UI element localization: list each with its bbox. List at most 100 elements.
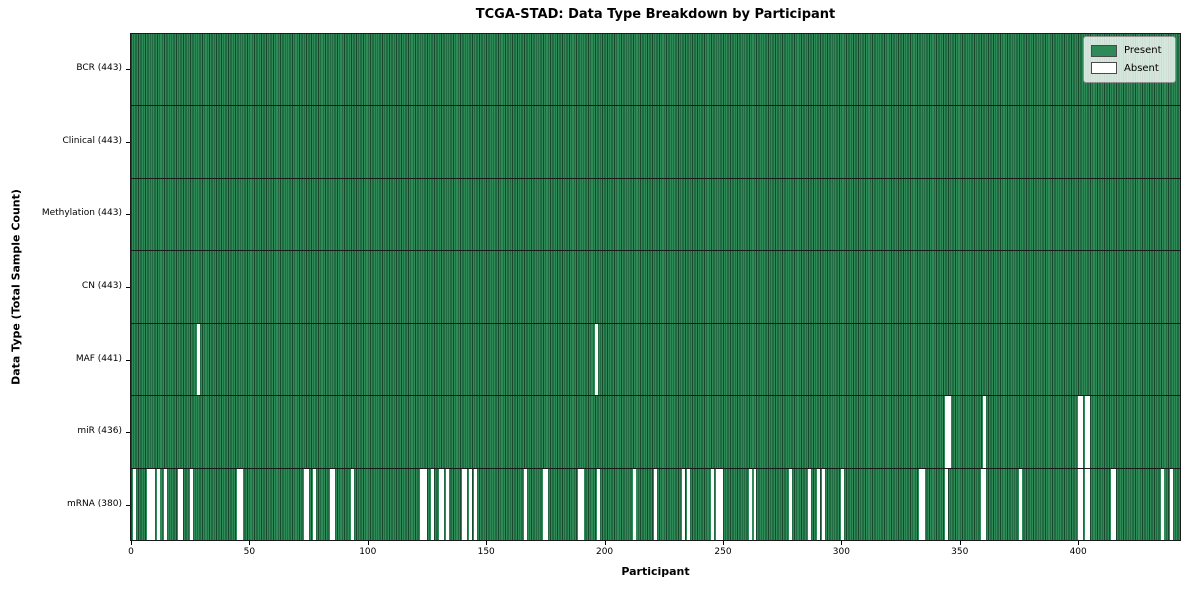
- x-tick-mark: [1078, 541, 1080, 545]
- absent-stripe: [1085, 468, 1088, 540]
- x-tick-label: 50: [243, 547, 256, 557]
- y-tick-label: miR (436): [77, 426, 122, 437]
- absent-stripe: [545, 468, 548, 540]
- absent-stripe: [1087, 468, 1091, 540]
- absent-stripe: [474, 468, 477, 540]
- absent-stripe: [1085, 396, 1088, 468]
- y-tick-mark: [126, 214, 130, 216]
- absent-stripe: [197, 323, 200, 396]
- absent-stripe: [1160, 468, 1164, 540]
- absent-stripe: [445, 468, 449, 540]
- absent-stripe: [440, 468, 444, 540]
- absent-stripe: [305, 468, 309, 540]
- absent-stripe: [149, 468, 153, 540]
- absent-stripe: [947, 396, 951, 468]
- absent-stripe: [180, 468, 184, 540]
- y-tick-label: CN (443): [81, 281, 122, 291]
- absent-stripe: [580, 468, 584, 540]
- row-maf: [131, 323, 1180, 397]
- absent-stripe: [462, 468, 466, 540]
- legend-present-label: Present: [1124, 45, 1162, 57]
- x-tick-label: 350: [951, 547, 969, 557]
- absent-stripe: [1077, 396, 1081, 468]
- y-tick-mark: [126, 69, 130, 71]
- absent-stripe: [710, 468, 714, 540]
- y-tick-label: MAF (441): [75, 353, 122, 364]
- absent-stripe: [687, 468, 691, 540]
- y-tick-mark: [126, 504, 130, 506]
- absent-stripe: [1080, 396, 1084, 468]
- absent-stripe: [332, 468, 335, 540]
- y-tick-mark: [126, 287, 130, 288]
- absent-stripe: [239, 468, 243, 540]
- absent-stripe: [303, 468, 307, 540]
- x-tick-label: 400: [1069, 547, 1087, 557]
- legend: Present Absent: [1083, 36, 1176, 83]
- absent-stripe: [523, 468, 527, 540]
- y-tick-label: Methylation (443): [41, 208, 122, 219]
- x-tick-mark: [604, 541, 606, 545]
- absent-stripe: [919, 468, 923, 540]
- absent-stripe: [980, 468, 984, 540]
- y-tick-label: Clinical (443): [62, 135, 122, 146]
- absent-stripe: [469, 468, 473, 540]
- absent-stripe: [983, 468, 987, 540]
- absent-stripe: [431, 468, 435, 540]
- absent-stripe: [807, 468, 811, 540]
- absent-stripe: [983, 396, 987, 468]
- absent-stripe: [438, 468, 442, 540]
- y-tick-label: mRNA (380): [67, 498, 122, 509]
- absent-stripe: [945, 468, 949, 540]
- absent-stripe: [1018, 468, 1022, 540]
- absent-stripe: [163, 468, 167, 540]
- absent-stripe: [542, 468, 546, 540]
- x-tick-label: 300: [832, 547, 850, 557]
- row-clinical: [131, 106, 1180, 179]
- row-methylation: [131, 178, 1180, 252]
- x-tick-mark: [841, 541, 843, 545]
- plot-area: [130, 33, 1181, 541]
- absent-stripe: [424, 468, 428, 540]
- absent-stripe: [654, 468, 657, 540]
- x-tick-mark: [367, 541, 369, 545]
- x-tick-mark: [131, 541, 132, 545]
- absent-stripe: [313, 468, 316, 540]
- row-mrna: [131, 468, 1180, 540]
- absent-stripe: [720, 468, 724, 540]
- absent-stripe: [152, 468, 155, 540]
- x-axis-label: Participant: [621, 565, 690, 578]
- x-tick-mark: [486, 541, 488, 545]
- y-tick-mark: [126, 359, 130, 361]
- absent-stripe: [578, 468, 582, 540]
- row-mir: [131, 396, 1180, 469]
- absent-stripe: [329, 468, 333, 540]
- absent-stripe: [419, 468, 423, 540]
- absent-stripe: [841, 468, 844, 540]
- absent-stripe: [632, 468, 636, 540]
- absent-stripe: [822, 468, 826, 540]
- absent-stripe: [921, 468, 925, 540]
- absent-stripe: [1113, 468, 1117, 540]
- x-tick-label: 250: [714, 547, 732, 557]
- x-tick-mark: [959, 541, 961, 545]
- x-tick-label: 150: [477, 547, 495, 557]
- absent-stripe: [1077, 468, 1081, 540]
- absent-stripe: [1170, 468, 1174, 540]
- legend-present-swatch-icon: [1091, 44, 1117, 57]
- absent-stripe: [718, 468, 721, 540]
- chart-title: TCGA-STAD: Data Type Breakdown by Partic…: [475, 7, 836, 22]
- absent-stripe: [133, 468, 136, 540]
- absent-stripe: [789, 468, 792, 540]
- absent-stripe: [715, 468, 719, 540]
- absent-stripe: [1080, 468, 1084, 540]
- x-tick-label: 0: [128, 547, 134, 557]
- absent-stripe: [945, 396, 949, 468]
- absent-stripe: [748, 468, 752, 540]
- y-tick-mark: [126, 141, 130, 143]
- absent-stripe: [156, 468, 160, 540]
- absent-stripe: [350, 468, 354, 540]
- row-cn: [131, 251, 1180, 324]
- y-tick-mark: [126, 432, 130, 434]
- absent-stripe: [147, 468, 151, 540]
